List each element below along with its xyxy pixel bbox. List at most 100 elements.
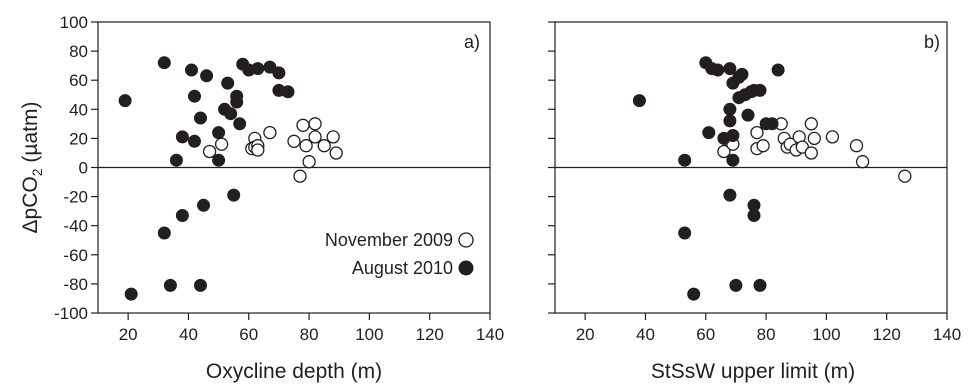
x-tick-label: 40	[636, 325, 655, 344]
november-2009-point	[214, 137, 229, 151]
panel-b-x-axis-title: StSsW upper limit (m)	[651, 360, 855, 383]
august-2010-point	[741, 108, 755, 122]
november-2009-point	[898, 169, 912, 183]
panel-b-x-ticks: 20 40 60 80 100 120 140	[576, 313, 961, 344]
august-2010-point	[230, 89, 244, 103]
august-2010-point	[227, 188, 241, 202]
august-2010-point	[212, 126, 226, 140]
november-2009-point	[849, 139, 864, 153]
august-2010-point	[272, 66, 286, 80]
august-2010-point	[687, 287, 701, 301]
panel-a-data-points	[118, 56, 343, 301]
panel-b-data-points	[632, 56, 912, 301]
august-2010-point	[632, 94, 646, 108]
august-2010-point	[753, 83, 767, 97]
august-2010-point	[175, 130, 189, 144]
august-2010-point	[221, 76, 235, 90]
august-2010-point	[224, 107, 238, 121]
august-2010-point	[765, 117, 779, 131]
y-tick-label: -100	[54, 304, 88, 323]
november-2009-point	[308, 117, 322, 131]
august-2010-point	[163, 278, 177, 292]
x-tick-label: 140	[476, 325, 504, 344]
y-tick-label: -60	[63, 246, 88, 265]
november-2009-point	[804, 146, 818, 160]
panel-a-oxycline-depth: a) -100 -80 -60 -40 -20 0 20 40 60 80 100 20 40 60 80…	[19, 13, 504, 383]
legend: November 2009 August 2010	[325, 230, 474, 278]
november-2009-point	[807, 131, 821, 146]
y-tick-label: 60	[69, 71, 88, 90]
x-tick-label: 140	[933, 325, 961, 344]
august-2010-point	[723, 188, 737, 202]
y-axis-title-subscript: 2	[29, 168, 45, 176]
august-2010-point	[678, 153, 692, 167]
august-2010-point	[212, 153, 226, 167]
x-tick-label: 100	[812, 325, 840, 344]
x-tick-label: 120	[873, 325, 901, 344]
august-2010-point	[753, 278, 767, 292]
x-tick-label: 60	[239, 325, 258, 344]
panel-b-y-ticks	[548, 21, 555, 314]
legend-marker-filled-circle	[458, 260, 474, 276]
x-tick-label: 100	[355, 325, 383, 344]
august-2010-point	[747, 209, 761, 222]
august-2010-point	[678, 226, 692, 240]
november-2009-point	[756, 139, 770, 153]
x-tick-label: 80	[300, 325, 319, 344]
august-2010-point	[200, 69, 214, 83]
panel-a-x-axis-title: Oxycline depth (m)	[206, 360, 382, 383]
panel-a-y-ticks: -100 -80 -60 -40 -20 0 20 40 60 80 100	[54, 13, 98, 323]
x-tick-label: 60	[696, 325, 715, 344]
august-2010-point	[233, 117, 247, 131]
november-2009-point	[326, 130, 340, 144]
panel-b-tag: b)	[924, 32, 940, 52]
august-2010-point	[185, 63, 198, 77]
y-tick-label: -40	[63, 217, 88, 236]
august-2010-point	[188, 89, 201, 103]
y-tick-label: -80	[63, 275, 88, 294]
y-axis-title: ΔpCO2 (µatm)	[19, 102, 45, 234]
november-2009-point	[251, 143, 265, 157]
august-2010-point	[711, 63, 725, 77]
august-2010-point	[281, 85, 295, 99]
november-2009-point	[329, 146, 343, 160]
y-tick-label: -20	[63, 188, 88, 207]
november-2009-point	[296, 118, 310, 132]
august-2010-point	[169, 153, 183, 167]
august-2010-point	[197, 198, 210, 212]
august-2010-point	[726, 153, 740, 167]
november-2009-point	[302, 155, 316, 169]
august-2010-point	[702, 126, 716, 140]
x-tick-label: 20	[576, 325, 595, 344]
november-2009-point	[855, 155, 870, 169]
y-tick-label: 40	[69, 100, 88, 119]
legend-marker-open-circle	[458, 232, 474, 248]
august-2010-point	[194, 111, 207, 125]
august-2010-point	[251, 62, 265, 76]
panel-a-x-ticks: 20 40 60 80 100 120 140	[119, 313, 504, 344]
august-2010-point	[771, 63, 785, 77]
november-2009-point	[202, 144, 217, 159]
y-axis-title-main: ΔpCO	[19, 176, 42, 233]
august-2010-point	[729, 278, 743, 292]
august-2010-point	[723, 62, 737, 76]
august-2010-point	[124, 287, 138, 301]
august-2010-point	[157, 226, 171, 240]
august-2010-point	[157, 56, 171, 70]
august-2010-point	[723, 114, 737, 128]
august-2010-point	[175, 209, 189, 222]
november-2009-point	[750, 125, 764, 140]
panel-a-tag: a)	[464, 32, 480, 52]
y-tick-label: 0	[79, 159, 88, 178]
november-2009-point	[804, 117, 818, 131]
y-tick-label: 100	[60, 13, 88, 32]
november-2009-point	[299, 139, 313, 153]
panel-b-stssw-upper-limit: b) 20 40 60 80 100 120 140 StSsW upper limit (…	[548, 21, 961, 383]
x-tick-label: 120	[416, 325, 444, 344]
y-axis-title-unit: (µatm)	[19, 102, 42, 169]
august-2010-point	[188, 134, 201, 148]
x-tick-label: 80	[757, 325, 776, 344]
november-2009-point	[263, 125, 277, 140]
november-2009-point	[308, 130, 322, 144]
